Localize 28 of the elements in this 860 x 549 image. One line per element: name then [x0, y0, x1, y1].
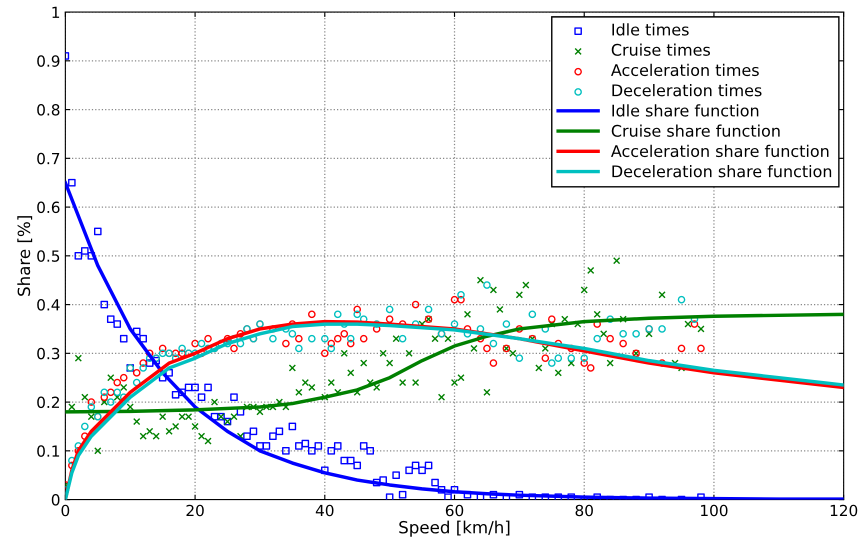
- y-tick-label: 0.1: [37, 445, 60, 457]
- y-tick-label: 0: [52, 494, 60, 506]
- x-tick-label: 80: [576, 504, 593, 516]
- x-tick-label: 40: [316, 504, 334, 516]
- legend-label: Deceleration share function: [612, 165, 832, 178]
- y-tick-label: 0.9: [37, 55, 60, 67]
- legend-label: Cruise share function: [612, 124, 780, 137]
- x-tick-label: 100: [701, 504, 728, 516]
- y-axis-title: Share [%]: [17, 216, 32, 296]
- x-tick-label: 0: [62, 504, 70, 516]
- y-tick-label: 0.5: [37, 250, 60, 262]
- y-tick-label: 0.8: [37, 104, 60, 116]
- y-tick-label: 1: [52, 6, 60, 18]
- y-tick-label: 0.3: [37, 348, 60, 360]
- y-tick-label: 0.6: [37, 202, 60, 214]
- y-tick-label: 0.4: [37, 299, 60, 311]
- x-axis-title: Speed [km/h]: [399, 520, 510, 537]
- x-tick-label: 20: [186, 504, 204, 516]
- legend-label: Idle share function: [612, 104, 758, 117]
- x-tick-label: 60: [446, 504, 464, 516]
- y-tick-label: 0.7: [37, 152, 60, 164]
- y-tick-label: 0.2: [37, 396, 59, 408]
- x-tick-label: 120: [830, 504, 858, 516]
- legend-label: Acceleration share function: [610, 144, 828, 158]
- legend-label: Acceleration times: [610, 64, 759, 76]
- legend-label: Deceleration times: [612, 84, 762, 96]
- legend-label: Idle times: [612, 23, 689, 36]
- legend-label: Cruise times: [612, 44, 710, 56]
